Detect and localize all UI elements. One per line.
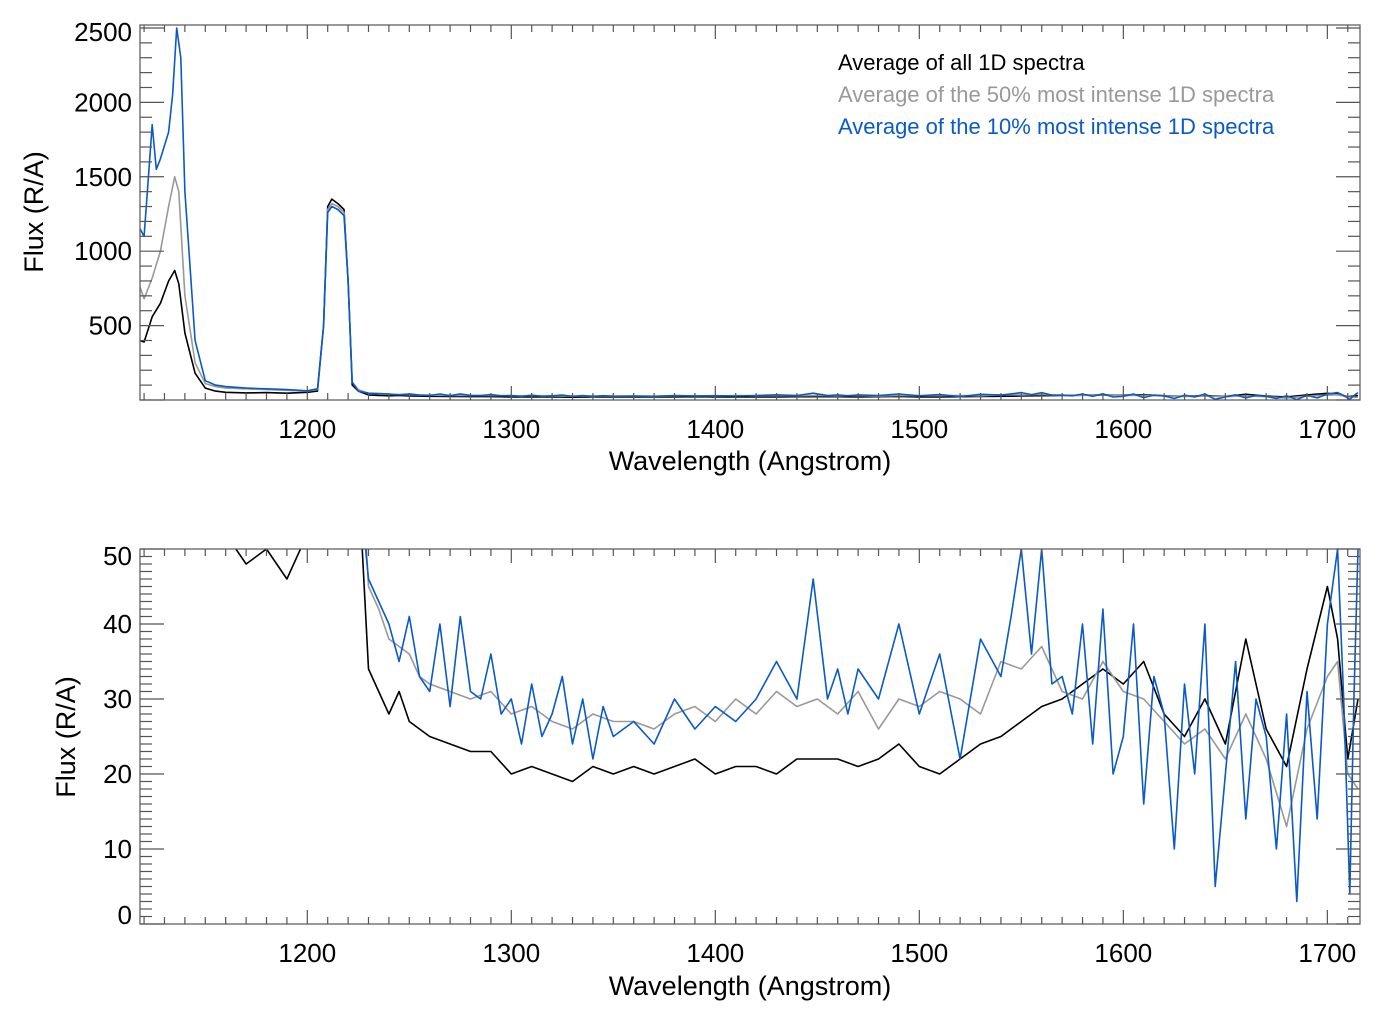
series-line-all <box>140 198 1359 399</box>
x-tick-label: 1200 <box>278 414 336 444</box>
top-y-axis-label: Flux (R/A) <box>19 151 49 273</box>
y-tick-label: 1000 <box>74 236 132 266</box>
x-tick-label: 1300 <box>482 938 540 968</box>
legend-entry-top10: Average of the 10% most intense 1D spect… <box>838 114 1275 139</box>
series-line-all <box>234 549 1359 783</box>
y-tick-label: 500 <box>89 311 132 341</box>
series-line-top50 <box>365 549 1359 828</box>
y-tick-label: 2500 <box>74 17 132 47</box>
x-tick-label: 1300 <box>482 414 540 444</box>
x-tick-label: 1400 <box>686 414 744 444</box>
x-tick-label: 1200 <box>278 938 336 968</box>
y-tick-label: 10 <box>103 834 132 864</box>
y-tick-label: 2000 <box>74 87 132 117</box>
x-tick-label: 1500 <box>890 414 948 444</box>
x-tick-label: 1600 <box>1094 938 1152 968</box>
top-x-axis-label: Wavelength (Angstrom) <box>609 446 892 476</box>
bottom-y-axis-label: Flux (R/A) <box>51 676 81 798</box>
y-tick-label: 40 <box>103 609 132 639</box>
legend-entry-all: Average of all 1D spectra <box>838 50 1085 75</box>
y-tick-label: 0 <box>118 900 132 930</box>
y-tick-label: 1500 <box>74 162 132 192</box>
plot-frame <box>139 24 1361 401</box>
y-tick-label: 30 <box>103 684 132 714</box>
legend-entry-top50: Average of the 50% most intense 1D spect… <box>838 82 1275 107</box>
x-tick-label: 1700 <box>1298 414 1356 444</box>
top-panel: Wavelength (Angstrom) Flux (R/A) 1200 130… <box>19 17 1361 476</box>
series-group <box>234 549 1359 903</box>
bottom-x-axis-label: Wavelength (Angstrom) <box>609 971 892 1001</box>
x-tick-label: 1700 <box>1298 938 1356 968</box>
x-tick-label: 1400 <box>686 938 744 968</box>
bottom-panel: Wavelength (Angstrom) Flux (R/A) 1200 130… <box>51 541 1361 1001</box>
series-line-top50 <box>140 176 1359 399</box>
y-tick-label: 20 <box>103 759 132 789</box>
x-tick-label: 1500 <box>890 938 948 968</box>
x-tick-label: 1600 <box>1094 414 1152 444</box>
series-line-top10 <box>364 549 1359 903</box>
series-line-top10 <box>140 27 1359 400</box>
legend: Average of all 1D spectra Average of the… <box>838 47 1274 143</box>
y-tick-label: 50 <box>103 541 132 571</box>
